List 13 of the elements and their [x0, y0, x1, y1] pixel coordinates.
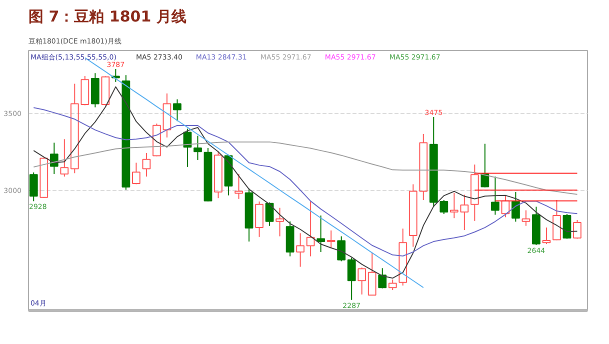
candlestick	[142, 152, 151, 178]
candlestick	[316, 215, 326, 253]
candlestick	[306, 201, 315, 257]
candlestick	[194, 135, 202, 160]
candlestick	[122, 74, 130, 190]
candlestick	[234, 173, 243, 200]
candlestick	[470, 164, 479, 222]
candlestick	[162, 92, 172, 138]
chart-title: 图 7：豆粕 1801 月线	[28, 8, 186, 26]
candlestick	[419, 133, 428, 200]
candlestick	[296, 232, 304, 268]
candlestick	[480, 143, 490, 188]
candlestick	[276, 207, 284, 237]
